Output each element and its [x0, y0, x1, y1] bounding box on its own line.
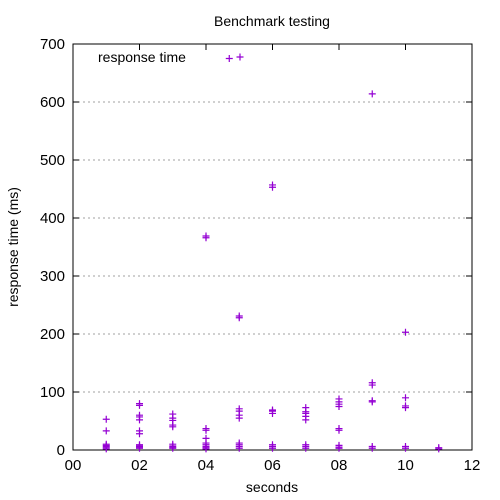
y-tick-label: 600	[40, 94, 65, 111]
data-point	[269, 441, 276, 449]
y-tick-label: 200	[40, 326, 65, 343]
y-tick-label: 300	[40, 268, 65, 285]
data-point	[235, 405, 243, 413]
data-point	[302, 404, 310, 412]
data-point	[402, 402, 409, 410]
y-tick-label: 500	[40, 152, 65, 169]
axis-ticks: 0 100 200 300 400 500 600 700 00 02 04 06 08 10 12	[40, 36, 480, 474]
data-point	[368, 379, 376, 387]
data-point	[169, 440, 177, 448]
data-point	[169, 410, 177, 418]
data-point	[435, 444, 443, 452]
data-point	[402, 394, 409, 402]
y-tick-label: 700	[40, 36, 65, 53]
data-point	[136, 427, 143, 435]
legend-marker	[236, 53, 244, 61]
data-point	[235, 312, 243, 320]
data-point	[202, 232, 210, 240]
x-tick-label: 02	[131, 457, 148, 474]
data-point	[269, 406, 276, 414]
data-point	[136, 400, 143, 408]
data-point	[368, 443, 376, 451]
data-point	[225, 55, 233, 62]
data-point	[235, 439, 243, 447]
y-tick-label: 0	[57, 442, 65, 459]
data-point	[102, 415, 110, 423]
data-point	[269, 181, 276, 189]
data-points	[102, 55, 443, 453]
x-tick-label: 10	[397, 457, 414, 474]
legend: response time	[98, 49, 244, 65]
data-point	[102, 427, 110, 435]
data-point	[335, 425, 343, 433]
data-point	[202, 434, 210, 442]
x-tick-label: 04	[198, 457, 215, 474]
x-tick-label: 06	[264, 457, 281, 474]
data-point	[136, 441, 143, 449]
data-point	[402, 328, 409, 336]
x-axis-label: seconds	[246, 479, 298, 495]
data-point	[102, 440, 110, 448]
data-point	[368, 90, 376, 98]
x-tick-label: 08	[331, 457, 348, 474]
data-point	[368, 397, 376, 405]
data-point	[335, 395, 343, 403]
x-tick-label: 12	[464, 457, 481, 474]
x-tick-label: 00	[65, 457, 82, 474]
y-tick-label: 100	[40, 384, 65, 401]
data-point	[302, 441, 310, 449]
data-point	[202, 425, 210, 433]
legend-label: response time	[98, 49, 186, 65]
data-point	[335, 441, 343, 449]
y-tick-label: 400	[40, 210, 65, 227]
data-point	[136, 411, 143, 419]
data-point	[402, 443, 409, 451]
chart-title: Benchmark testing	[214, 13, 330, 29]
gridlines	[73, 101, 472, 393]
y-axis-label: response time (ms)	[5, 187, 21, 307]
